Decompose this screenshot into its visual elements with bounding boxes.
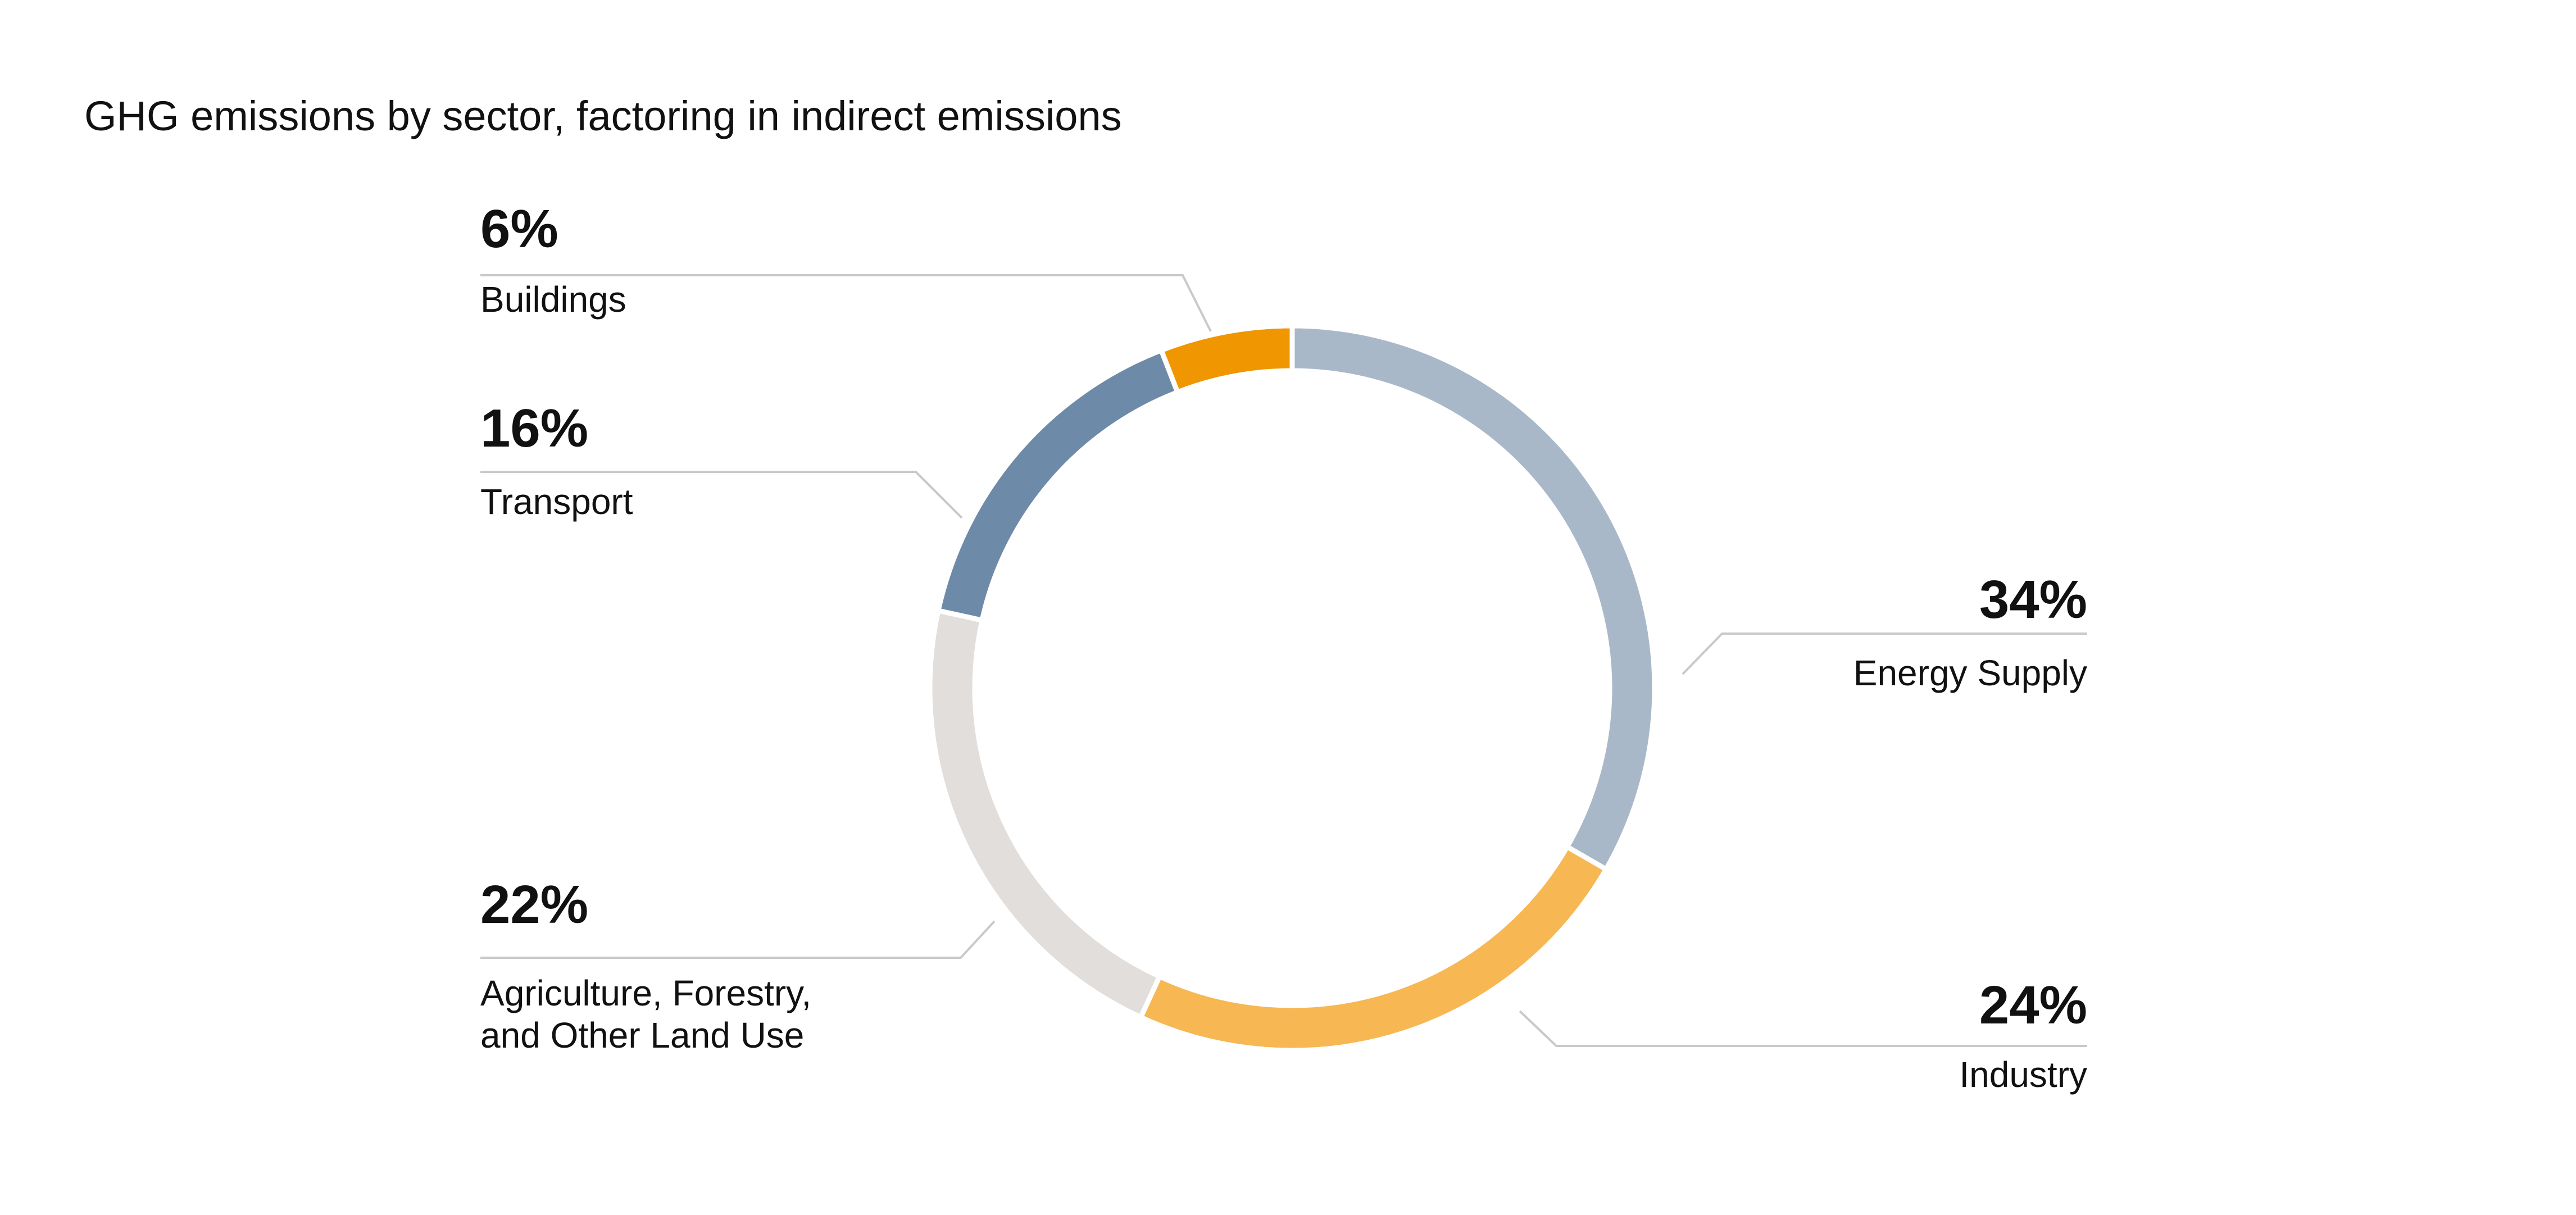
- donut-slices: [927, 323, 1657, 1053]
- value-label-transport: 16%: [480, 398, 588, 458]
- category-label-energy-supply: Energy Supply: [1853, 653, 2087, 693]
- value-label-agriculture-forestry-and-other-land-use: 22%: [480, 875, 588, 935]
- slice-energy-supply: [1289, 323, 1657, 873]
- value-label-industry: 24%: [1979, 975, 2087, 1035]
- leader-line-energy-supply: [1682, 632, 2087, 675]
- value-label-buildings: 6%: [480, 199, 558, 259]
- slice-buildings: [1158, 323, 1295, 395]
- slice-transport: [935, 347, 1181, 624]
- leader-lines: [480, 274, 2087, 1047]
- leader-line-buildings: [480, 274, 1212, 332]
- slice-agriculture-forestry-and-other-land-use: [927, 607, 1163, 1021]
- leader-line-industry: [1519, 1010, 2087, 1047]
- slice-industry: [1137, 843, 1610, 1053]
- category-label-transport: Transport: [480, 481, 633, 522]
- value-label-energy-supply: 34%: [1979, 570, 2087, 630]
- category-label-agriculture-forestry-and-other-land-use-line-2: and Other Land Use: [480, 1015, 804, 1055]
- category-label-buildings: Buildings: [480, 279, 626, 320]
- category-label-agriculture-forestry-and-other-land-use-line-1: Agriculture, Forestry,: [480, 973, 811, 1013]
- category-label-industry: Industry: [1959, 1054, 2087, 1095]
- leader-line-agriculture-forestry-and-other-land-use: [480, 920, 996, 959]
- leader-line-transport: [480, 471, 963, 519]
- slice-labels: 34% Energy Supply 24% Industry 22% Agricultur…: [480, 199, 2087, 1095]
- chart-title: GHG emissions by sector, factoring in in…: [84, 93, 1122, 139]
